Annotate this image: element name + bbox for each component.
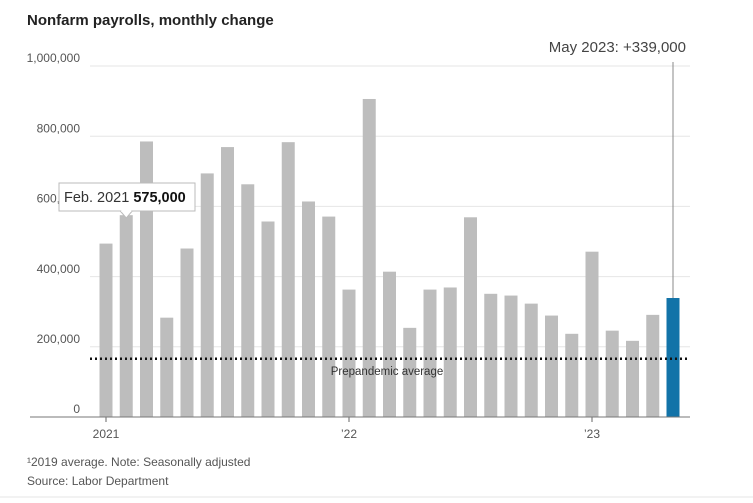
bar xyxy=(200,173,214,417)
bar xyxy=(241,184,255,417)
bar xyxy=(281,142,295,418)
bar xyxy=(443,287,457,417)
reference-label: Prepandemic average xyxy=(331,366,444,378)
bar xyxy=(626,340,639,417)
bar xyxy=(362,98,376,417)
x-tick-label: ’22 xyxy=(341,427,357,441)
y-tick-label: 0 xyxy=(73,402,80,416)
bar xyxy=(484,293,498,417)
bar xyxy=(504,295,518,417)
tooltip: Feb. 2021 575,000 xyxy=(58,182,196,219)
callout: May 2023: +339,000 xyxy=(549,39,686,56)
bar xyxy=(545,315,558,417)
x-tick-label: ’23 xyxy=(584,427,600,441)
bar xyxy=(403,327,417,417)
bar xyxy=(99,243,113,417)
bar xyxy=(119,215,133,417)
bar xyxy=(160,317,174,417)
bar xyxy=(302,201,315,417)
bar xyxy=(666,298,680,417)
y-tick-label: 1,000,000 xyxy=(27,51,81,65)
footnote: ¹2019 average. Note: Seasonally adjusted xyxy=(27,455,250,469)
bar xyxy=(180,248,194,417)
x-tick-label: 2021 xyxy=(93,427,120,441)
y-tick-label: 400,000 xyxy=(37,262,81,276)
bar xyxy=(605,330,619,417)
bar xyxy=(524,303,538,417)
y-tick-label: 200,000 xyxy=(37,332,81,346)
bar xyxy=(383,271,396,417)
chart-title: Nonfarm payrolls, monthly change xyxy=(27,12,274,29)
bar xyxy=(464,217,477,417)
bar xyxy=(322,216,336,417)
tooltip-pointer xyxy=(119,210,133,219)
y-tick-label: 800,000 xyxy=(37,121,81,135)
bar xyxy=(423,289,437,417)
source: Source: Labor Department xyxy=(27,474,169,488)
bar xyxy=(646,314,660,417)
bar xyxy=(221,147,234,417)
tooltip-label: Feb. 2021 xyxy=(64,190,129,206)
tooltip-text: Feb. 2021 575,000 xyxy=(64,190,186,206)
bar xyxy=(585,251,599,417)
bar xyxy=(342,289,356,417)
bar xyxy=(565,333,579,417)
tooltip-value: 575,000 xyxy=(133,190,185,206)
bar xyxy=(261,221,275,417)
